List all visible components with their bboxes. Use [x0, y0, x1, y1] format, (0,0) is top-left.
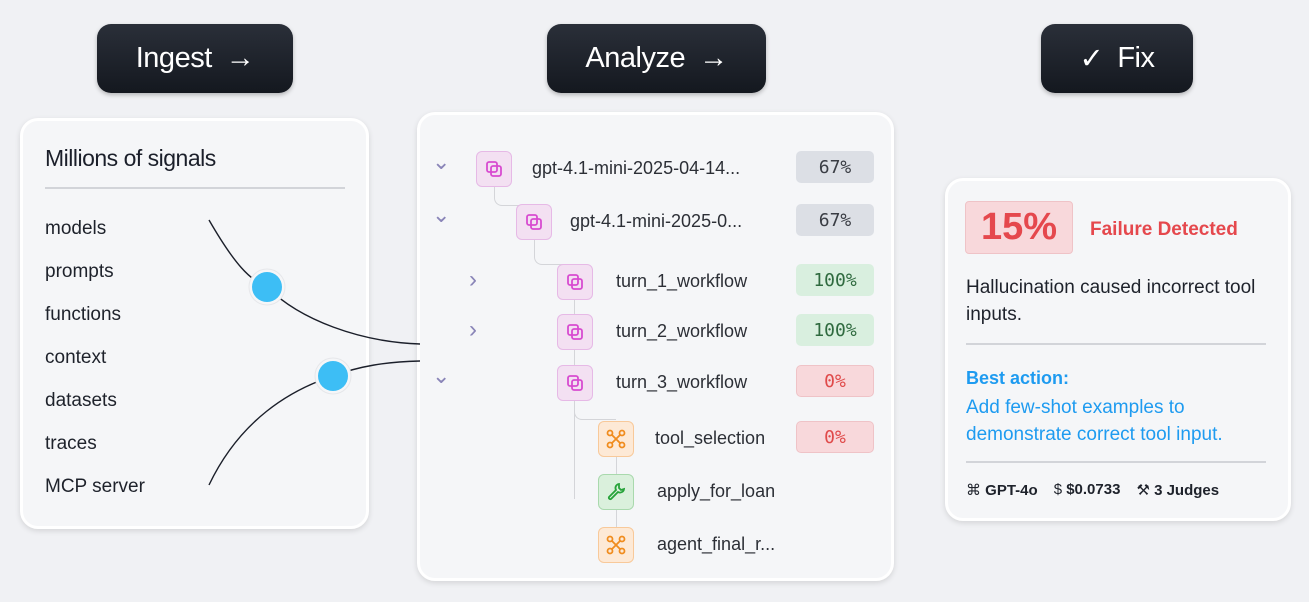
layers-icon: [557, 314, 593, 350]
ingest-label: Ingest: [135, 42, 213, 74]
tree-row-label: turn_2_workflow: [616, 321, 748, 341]
tree-row-label: gpt-4.1-mini-2025-0...: [570, 211, 743, 231]
tree-row[interactable]: ⌄ gpt-4.1-mini-2025-04-14... 67%: [420, 149, 891, 187]
chevron-down-icon[interactable]: ⌄: [432, 202, 451, 227]
tree-row[interactable]: › turn_1_workflow 100%: [420, 264, 891, 300]
best-action-text: Add few-shot examples to demonstrate cor…: [966, 397, 1223, 445]
tree-row-label: tool_selection: [655, 428, 766, 448]
arrow-right-icon: →: [225, 42, 255, 74]
layers-icon: [557, 264, 593, 300]
model-info: ⌘ GPT-4o: [966, 482, 1038, 499]
tree-row[interactable]: ⌄ turn_3_workflow 0%: [420, 363, 891, 401]
layers-icon: [557, 365, 593, 401]
signal-item: MCP server: [45, 476, 145, 497]
score-badge: 100%: [796, 314, 874, 346]
tree-connector: [494, 186, 534, 206]
score-badge: 0%: [796, 421, 874, 453]
fix-label: Fix: [1117, 42, 1155, 74]
signal-item: functions: [45, 304, 122, 325]
tree-row[interactable]: › turn_2_workflow 100%: [420, 314, 891, 350]
signal-item: models: [45, 218, 107, 239]
failure-status: Failure Detected: [1090, 219, 1238, 240]
divider: [45, 187, 345, 189]
cost-info: $ $0.0733: [1053, 481, 1121, 498]
signals-card: Millions of signals models prompts funct…: [20, 118, 369, 529]
layers-icon: [516, 204, 552, 240]
check-icon: ✓: [1079, 43, 1104, 75]
tree-row-label: apply_for_loan: [657, 481, 776, 501]
workflow-icon: ⌘: [966, 482, 981, 499]
chevron-right-icon[interactable]: ›: [469, 266, 477, 293]
best-action-title: Best action:: [966, 368, 1070, 388]
wrench-icon: [598, 474, 634, 510]
dollar-icon: $: [1053, 481, 1063, 498]
trace-tree-card: ⌄ gpt-4.1-mini-2025-04-14... 67% ⌄ gpt-4.1-m…: [417, 112, 894, 581]
failure-score-badge: 15%: [965, 201, 1073, 254]
workflow-icon: [598, 421, 634, 457]
layers-icon: [476, 151, 512, 187]
tree-row[interactable]: ⌄ gpt-4.1-mini-2025-0... 67%: [420, 202, 891, 240]
ingest-step-button[interactable]: Ingest →: [97, 24, 293, 93]
tree-connector: [574, 400, 616, 420]
score-badge: 67%: [796, 151, 874, 183]
signal-item: prompts: [45, 261, 114, 282]
workflow-icon: [598, 527, 634, 563]
chevron-down-icon[interactable]: ⌄: [432, 363, 451, 388]
tree-row-label: turn_1_workflow: [616, 271, 748, 291]
divider: [966, 343, 1266, 345]
signals-title: Millions of signals: [45, 145, 216, 171]
score-badge: 0%: [796, 365, 874, 397]
judges-info: ⚒ 3 Judges: [1136, 482, 1220, 499]
tree-connector: [534, 239, 575, 265]
signal-item: traces: [45, 433, 97, 454]
tree-row-label: gpt-4.1-mini-2025-04-14...: [532, 158, 741, 178]
score-badge: 67%: [796, 204, 874, 236]
chevron-right-icon[interactable]: ›: [469, 316, 477, 343]
divider: [966, 461, 1266, 463]
tree-row[interactable]: agent_final_r...: [420, 527, 891, 563]
chevron-down-icon[interactable]: ⌄: [432, 149, 451, 174]
failure-description: Hallucination caused incorrect tool inpu…: [966, 277, 1256, 325]
analyze-label: Analyze: [585, 42, 686, 74]
arrow-right-icon: →: [699, 42, 728, 74]
fix-card: 15% Failure Detected Hallucination cause…: [945, 178, 1291, 521]
tree-row-label: agent_final_r...: [657, 534, 776, 554]
analyze-step-button[interactable]: Analyze →: [547, 24, 766, 93]
tree-row-label: turn_3_workflow: [616, 372, 748, 392]
gavel-icon: ⚒: [1136, 482, 1150, 499]
tree-row[interactable]: tool_selection 0%: [420, 421, 891, 457]
fix-step-button[interactable]: ✓ Fix: [1041, 24, 1193, 93]
signal-item: datasets: [45, 390, 117, 411]
signal-item: context: [45, 347, 107, 368]
tree-row[interactable]: apply_for_loan: [420, 474, 891, 510]
score-badge: 100%: [796, 264, 874, 296]
